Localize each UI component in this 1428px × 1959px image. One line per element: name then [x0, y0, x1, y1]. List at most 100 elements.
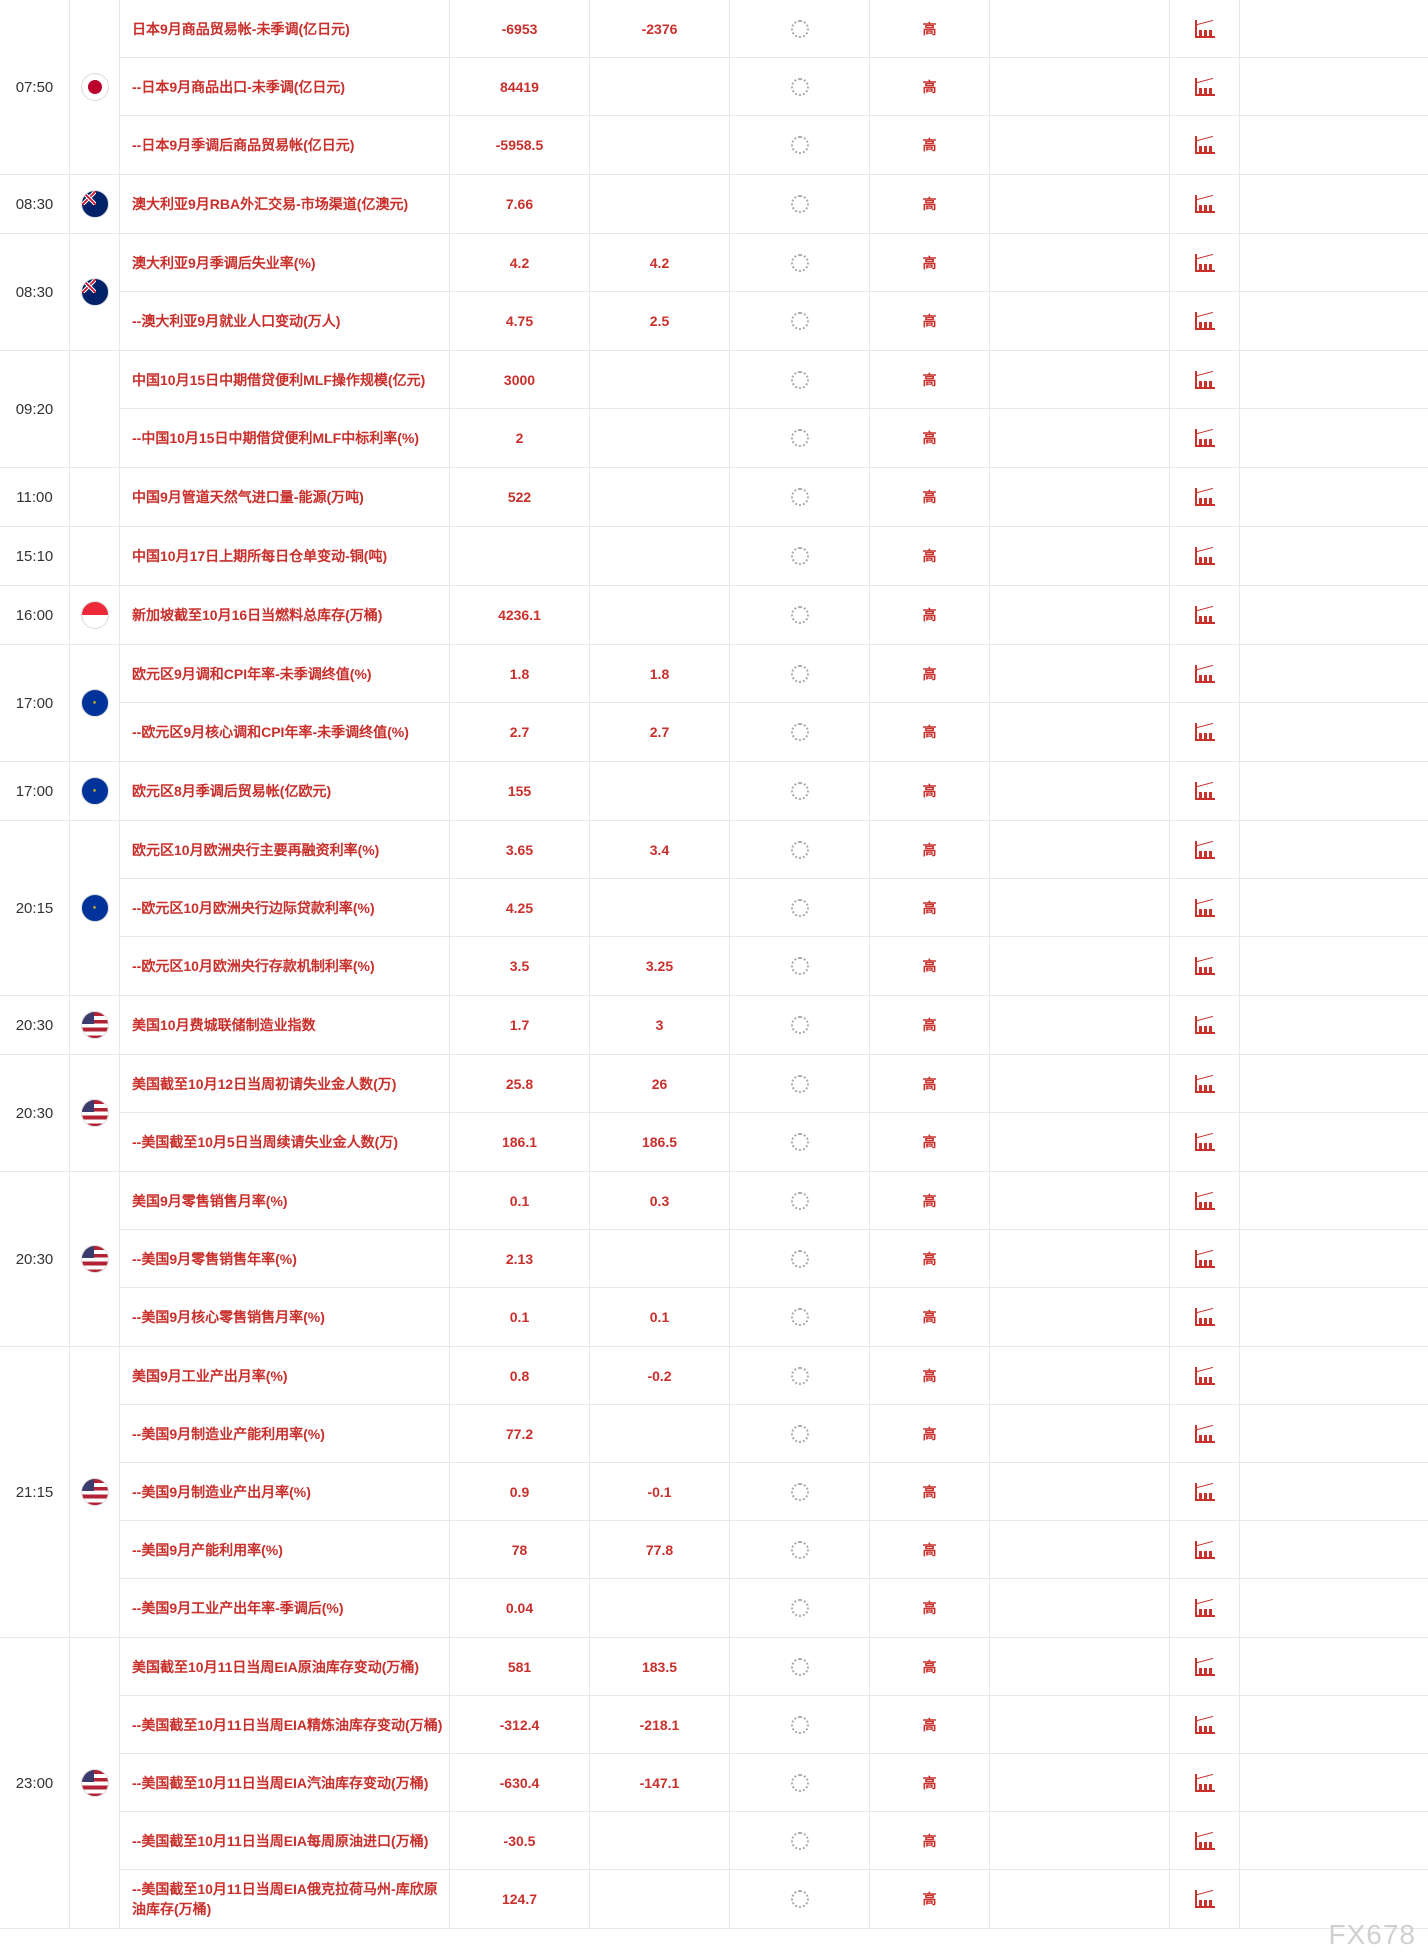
- indicator-description[interactable]: --美国截至10月11日当周EIA汽油库存变动(万桶): [120, 1754, 450, 1811]
- previous-value: 2.13: [450, 1230, 590, 1287]
- group-rows: 澳大利亚9月RBA外汇交易-市场渠道(亿澳元)7.66高: [120, 175, 1428, 233]
- flag-cell: [70, 645, 120, 761]
- forecast-value: -2376: [590, 0, 730, 57]
- indicator-description[interactable]: 美国9月零售销售月率(%): [120, 1172, 450, 1229]
- chart-button[interactable]: [1170, 468, 1240, 526]
- chart-button[interactable]: [1170, 1754, 1240, 1811]
- indicator-description[interactable]: 日本9月商品贸易帐-未季调(亿日元): [120, 0, 450, 57]
- empty-cell: [990, 292, 1170, 350]
- chart-button[interactable]: [1170, 1521, 1240, 1578]
- chart-button[interactable]: [1170, 1463, 1240, 1520]
- loading-spinner-icon: [791, 899, 809, 917]
- indicator-description[interactable]: --中国10月15日中期借贷便利MLF中标利率(%): [120, 409, 450, 467]
- chart-button[interactable]: [1170, 762, 1240, 820]
- indicator-description[interactable]: 美国截至10月12日当周初请失业金人数(万): [120, 1055, 450, 1112]
- calendar-group: 15:10中国10月17日上期所每日仓单变动-铜(吨)高: [0, 527, 1428, 586]
- chart-icon: [1195, 20, 1215, 38]
- chart-button[interactable]: [1170, 1288, 1240, 1346]
- chart-button[interactable]: [1170, 1696, 1240, 1753]
- indicator-description[interactable]: 美国10月费城联储制造业指数: [120, 996, 450, 1054]
- indicator-description[interactable]: 美国截至10月11日当周EIA原油库存变动(万桶): [120, 1638, 450, 1695]
- chart-button[interactable]: [1170, 996, 1240, 1054]
- chart-button[interactable]: [1170, 58, 1240, 115]
- indicator-description[interactable]: 欧元区10月欧洲央行主要再融资利率(%): [120, 821, 450, 878]
- chart-button[interactable]: [1170, 1870, 1240, 1928]
- forecast-value: 77.8: [590, 1521, 730, 1578]
- importance-level: 高: [870, 527, 990, 585]
- status-cell: [730, 58, 870, 115]
- indicator-description[interactable]: --美国9月制造业产出月率(%): [120, 1463, 450, 1520]
- loading-spinner-icon: [791, 606, 809, 624]
- indicator-description[interactable]: --美国9月制造业产能利用率(%): [120, 1405, 450, 1462]
- status-cell: [730, 703, 870, 761]
- chart-button[interactable]: [1170, 645, 1240, 702]
- forecast-value: [590, 1230, 730, 1287]
- indicator-description[interactable]: --欧元区9月核心调和CPI年率-未季调终值(%): [120, 703, 450, 761]
- indicator-description[interactable]: 中国9月管道天然气进口量-能源(万吨): [120, 468, 450, 526]
- economic-calendar-table: 07:50日本9月商品贸易帐-未季调(亿日元)-6953-2376高--日本9月…: [0, 0, 1428, 1929]
- chart-button[interactable]: [1170, 527, 1240, 585]
- forecast-value: -0.2: [590, 1347, 730, 1404]
- indicator-description[interactable]: --欧元区10月欧洲央行存款机制利率(%): [120, 937, 450, 995]
- indicator-description[interactable]: 美国9月工业产出月率(%): [120, 1347, 450, 1404]
- chart-button[interactable]: [1170, 1579, 1240, 1637]
- indicator-description[interactable]: 新加坡截至10月16日当燃料总库存(万桶): [120, 586, 450, 644]
- loading-spinner-icon: [791, 782, 809, 800]
- chart-button[interactable]: [1170, 703, 1240, 761]
- chart-button[interactable]: [1170, 1113, 1240, 1171]
- chart-button[interactable]: [1170, 175, 1240, 233]
- chart-button[interactable]: [1170, 116, 1240, 174]
- table-row: 中国10月17日上期所每日仓单变动-铜(吨) 高: [120, 527, 1428, 585]
- indicator-description[interactable]: --日本9月季调后商品贸易帐(亿日元): [120, 116, 450, 174]
- indicator-description[interactable]: --日本9月商品出口-未季调(亿日元): [120, 58, 450, 115]
- chart-button[interactable]: [1170, 1812, 1240, 1869]
- chart-button[interactable]: [1170, 292, 1240, 350]
- chart-button[interactable]: [1170, 1405, 1240, 1462]
- chart-button[interactable]: [1170, 879, 1240, 936]
- chart-button[interactable]: [1170, 409, 1240, 467]
- previous-value: 0.1: [450, 1172, 590, 1229]
- chart-button[interactable]: [1170, 1172, 1240, 1229]
- indicator-description[interactable]: 中国10月17日上期所每日仓单变动-铜(吨): [120, 527, 450, 585]
- indicator-description[interactable]: --美国截至10月11日当周EIA精炼油库存变动(万桶): [120, 1696, 450, 1753]
- table-row: 美国截至10月12日当周初请失业金人数(万)25.826高: [120, 1055, 1428, 1113]
- indicator-description[interactable]: --美国9月核心零售销售月率(%): [120, 1288, 450, 1346]
- indicator-description[interactable]: 澳大利亚9月RBA外汇交易-市场渠道(亿澳元): [120, 175, 450, 233]
- chart-button[interactable]: [1170, 1638, 1240, 1695]
- chart-button[interactable]: [1170, 821, 1240, 878]
- table-row: --美国9月零售销售年率(%)2.13高: [120, 1230, 1428, 1288]
- empty-cell: [990, 1754, 1170, 1811]
- chart-button[interactable]: [1170, 0, 1240, 57]
- indicator-description[interactable]: 欧元区9月调和CPI年率-未季调终值(%): [120, 645, 450, 702]
- status-cell: [730, 762, 870, 820]
- indicator-description[interactable]: 中国10月15日中期借贷便利MLF操作规模(亿元): [120, 351, 450, 408]
- chart-button[interactable]: [1170, 234, 1240, 291]
- chart-button[interactable]: [1170, 1230, 1240, 1287]
- indicator-description[interactable]: --美国截至10月11日当周EIA俄克拉荷马州-库欣原油库存(万桶): [120, 1870, 450, 1928]
- table-row: --欧元区10月欧洲央行存款机制利率(%)3.53.25高: [120, 937, 1428, 995]
- indicator-description[interactable]: --美国9月产能利用率(%): [120, 1521, 450, 1578]
- indicator-description[interactable]: --美国9月零售销售年率(%): [120, 1230, 450, 1287]
- chart-button[interactable]: [1170, 1055, 1240, 1112]
- loading-spinner-icon: [791, 136, 809, 154]
- chart-button[interactable]: [1170, 1347, 1240, 1404]
- chart-button[interactable]: [1170, 937, 1240, 995]
- indicator-description[interactable]: --美国截至10月5日当周续请失业金人数(万): [120, 1113, 450, 1171]
- indicator-description[interactable]: --欧元区10月欧洲央行边际贷款利率(%): [120, 879, 450, 936]
- chart-button[interactable]: [1170, 351, 1240, 408]
- chart-button[interactable]: [1170, 586, 1240, 644]
- indicator-description[interactable]: 澳大利亚9月季调后失业率(%): [120, 234, 450, 291]
- indicator-description[interactable]: --澳大利亚9月就业人口变动(万人): [120, 292, 450, 350]
- importance-level: 高: [870, 1113, 990, 1171]
- au-flag-icon: [81, 190, 109, 218]
- importance-level: 高: [870, 1055, 990, 1112]
- indicator-description[interactable]: --美国9月工业产出年率-季调后(%): [120, 1579, 450, 1637]
- empty-cell: [990, 703, 1170, 761]
- forecast-value: [590, 879, 730, 936]
- time-cell: 07:50: [0, 0, 70, 174]
- calendar-group: 08:30澳大利亚9月RBA外汇交易-市场渠道(亿澳元)7.66高: [0, 175, 1428, 234]
- previous-value: 581: [450, 1638, 590, 1695]
- table-row: --美国9月产能利用率(%)7877.8高: [120, 1521, 1428, 1579]
- indicator-description[interactable]: 欧元区8月季调后贸易帐(亿欧元): [120, 762, 450, 820]
- indicator-description[interactable]: --美国截至10月11日当周EIA每周原油进口(万桶): [120, 1812, 450, 1869]
